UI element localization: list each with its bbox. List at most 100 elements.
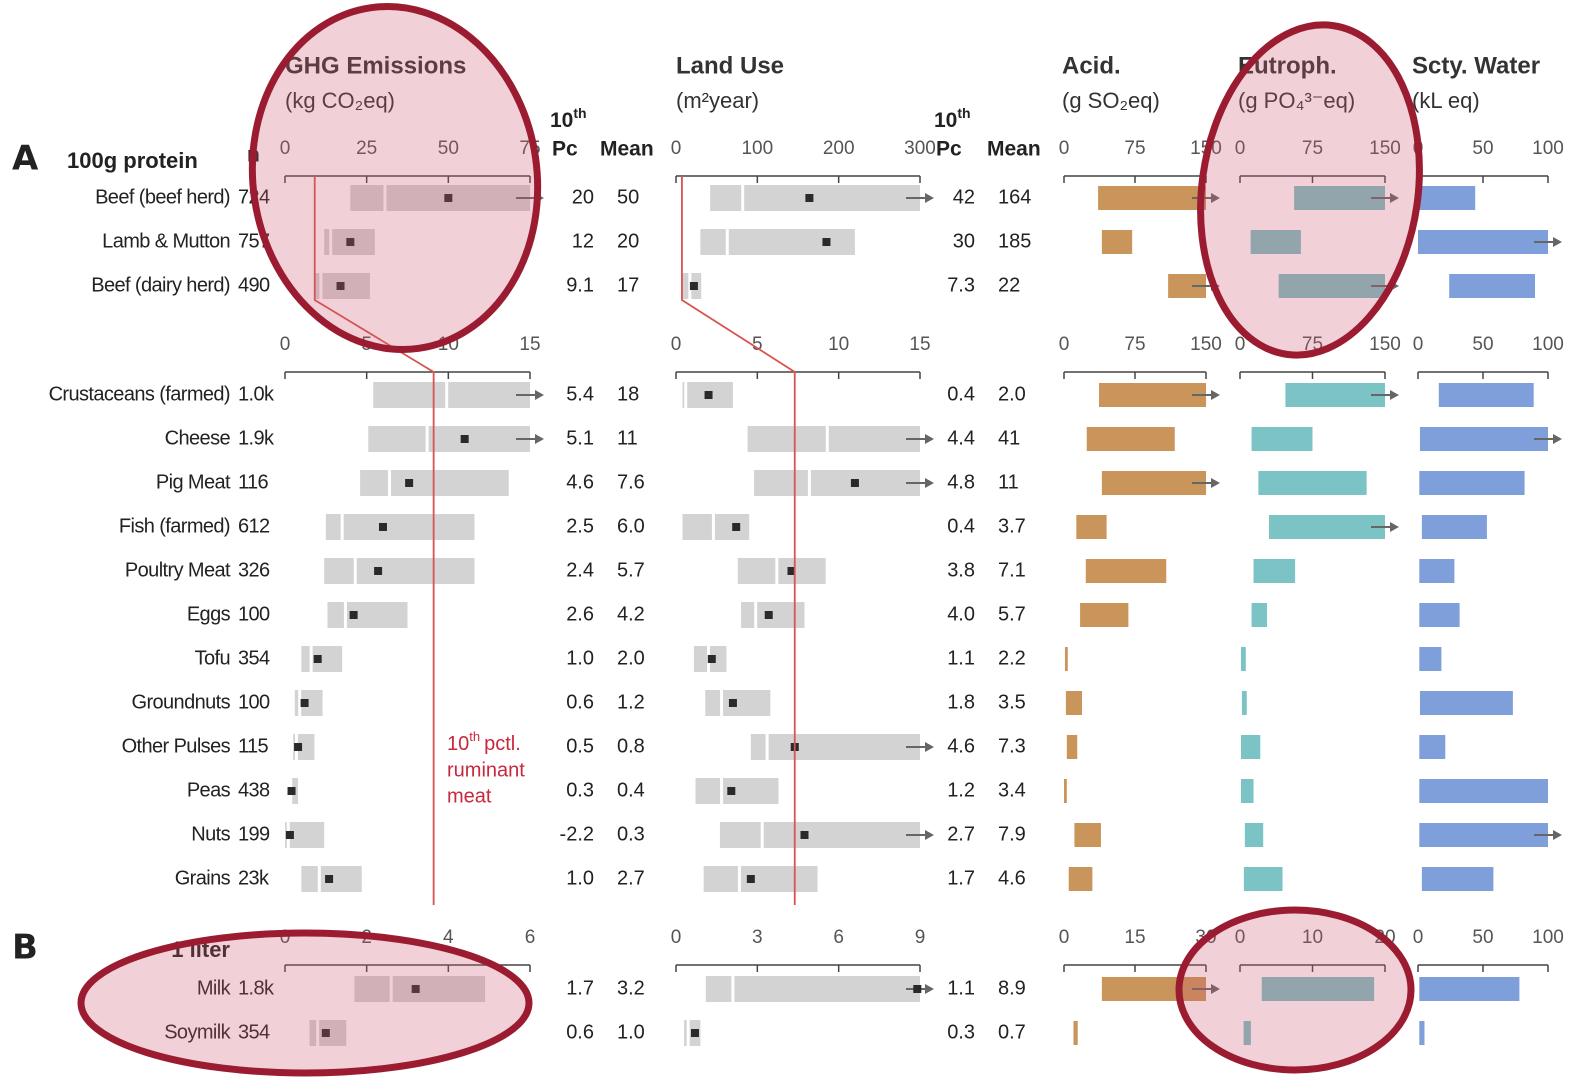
mean-value: 0.4 <box>617 779 645 801</box>
range-bar <box>705 976 920 1002</box>
water-bar <box>1418 186 1476 210</box>
x-tick-label: 6 <box>525 927 536 948</box>
mean-marker <box>379 523 387 531</box>
highlight-ellipse <box>1175 906 1415 1074</box>
acid-bar <box>1101 977 1206 1001</box>
range-bar <box>325 514 475 540</box>
x-tick-label: 75 <box>1124 138 1145 159</box>
row-n: 1.0k <box>238 383 275 405</box>
eutroph-bar <box>1240 779 1254 803</box>
acid-bar <box>1064 779 1067 803</box>
pc-header-th: th <box>957 105 970 121</box>
x-tick-label: 3 <box>752 927 763 948</box>
annotation-base: 10 <box>447 733 469 755</box>
annotation: ruminant <box>447 759 525 781</box>
range-bar <box>705 690 771 716</box>
eutroph-bar <box>1261 977 1375 1001</box>
row-n: 1.9k <box>238 427 275 449</box>
x-tick-label: 200 <box>823 138 855 159</box>
annotation-text: pctl. <box>484 733 521 755</box>
pc-header-base: 10 <box>934 109 957 132</box>
overflow-arrow-head <box>1553 237 1562 247</box>
range-bar <box>368 426 530 452</box>
mean-value: 5.7 <box>617 559 645 581</box>
x-tick-label: 0 <box>671 138 682 159</box>
row-label: Milk <box>197 977 232 999</box>
acid-bar <box>1098 186 1206 210</box>
x-tick-label: 50 <box>1472 334 1493 355</box>
range-bar <box>301 646 343 672</box>
acid-bar <box>1076 515 1107 539</box>
x-tick-label: 10 <box>1302 927 1323 948</box>
overflow-arrow-head <box>925 478 934 488</box>
mean-value: 17 <box>617 274 639 296</box>
eutroph-bar <box>1240 735 1261 759</box>
acid-bar <box>1085 559 1167 583</box>
pc10-value: 1.1 <box>947 977 975 999</box>
mean-marker <box>787 567 796 575</box>
mean-value: 3.5 <box>998 691 1026 713</box>
water-bar <box>1419 647 1442 671</box>
mean-marker <box>349 611 358 619</box>
mean-marker <box>287 787 296 795</box>
overflow-arrow-head <box>925 193 934 203</box>
highlight-ellipse <box>77 929 533 1077</box>
x-tick-label: 0 <box>1413 334 1424 355</box>
mean-value: 7.9 <box>998 823 1026 845</box>
x-tick-label: 0 <box>671 927 682 948</box>
overflow-arrow-head <box>1390 522 1399 532</box>
pc10-value: 0.3 <box>947 1021 975 1043</box>
pc-header-base: 10 <box>550 109 573 132</box>
x-tick-label: 50 <box>1472 138 1493 159</box>
range-bar <box>695 778 779 804</box>
mean-marker <box>707 655 716 663</box>
mean-marker <box>346 238 355 246</box>
acid-bar <box>1080 603 1129 627</box>
mean-value: 7.1 <box>998 559 1026 581</box>
mean-value: 11 <box>617 427 638 449</box>
x-tick-label: 75 <box>1124 334 1145 355</box>
x-tick-label: 50 <box>1472 927 1493 948</box>
section-letter: B <box>12 928 38 968</box>
x-tick-label: 0 <box>1059 334 1070 355</box>
mean-value: 2.2 <box>998 647 1026 669</box>
pc10-value: 0.3 <box>566 779 594 801</box>
water-bar <box>1421 515 1487 539</box>
acid-bar <box>1086 427 1175 451</box>
x-tick-label: 0 <box>1235 138 1246 159</box>
annotation-sup: th <box>469 729 480 744</box>
row-n: 1.8k <box>238 977 275 999</box>
range-bar <box>754 470 920 496</box>
x-tick-label: 25 <box>356 138 377 159</box>
eutroph-bar <box>1240 647 1246 671</box>
mean-marker <box>727 787 736 795</box>
mean-header: Mean <box>600 138 654 161</box>
mean-value: 4.6 <box>998 867 1026 889</box>
overflow-arrow-head <box>1390 390 1399 400</box>
x-tick-label: 100 <box>741 138 773 159</box>
water-bar <box>1418 230 1548 254</box>
row-label: Eggs <box>187 603 231 625</box>
highlight-ellipse <box>1197 21 1423 359</box>
overflow-arrow-head <box>1553 434 1562 444</box>
mean-marker <box>764 611 773 619</box>
acid-bar <box>1099 383 1206 407</box>
row-n: 354 <box>238 1021 270 1043</box>
pc10-value: 1.2 <box>947 779 975 801</box>
range-bar <box>373 382 530 408</box>
x-tick-label: 10 <box>828 334 849 355</box>
pc-header-sup: 10th <box>934 105 971 132</box>
x-tick-label: 150 <box>1190 334 1222 355</box>
column-unit: (g SO₂eq) <box>1062 88 1160 113</box>
pc10-value: 0.4 <box>947 383 975 405</box>
pc10-value: 2.7 <box>947 823 975 845</box>
mean-value: 1.0 <box>617 1021 645 1043</box>
pc10-value: 1.7 <box>947 867 975 889</box>
mean-value: 3.2 <box>617 977 645 999</box>
row-label: Crustaceans (farmed) <box>49 383 230 405</box>
mean-marker <box>728 699 737 707</box>
row-label: Grains <box>175 867 231 889</box>
mean-value: 185 <box>998 230 1031 252</box>
column-unit: (g PO₄³⁻eq) <box>1238 88 1355 113</box>
range-bar <box>719 822 920 848</box>
